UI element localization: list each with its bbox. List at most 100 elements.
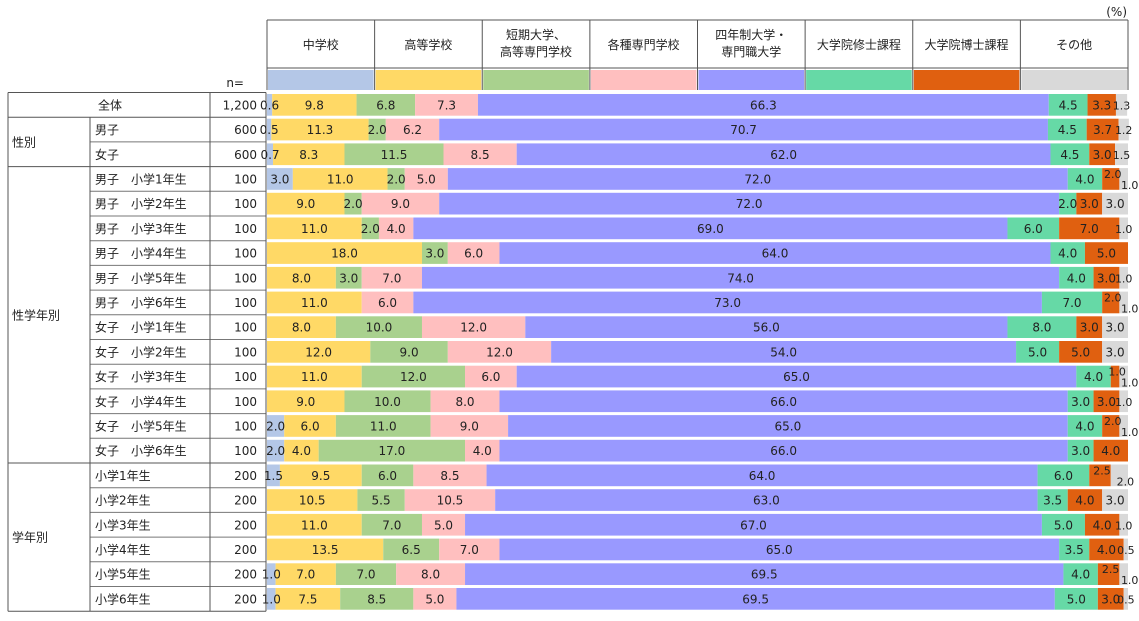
bar-segment [370, 341, 448, 363]
bar-segment [267, 266, 336, 289]
bar-value-label: 1.0 [1121, 377, 1139, 390]
bar-segment [1059, 217, 1120, 240]
bar-segment [344, 192, 362, 215]
row-n: 100 [234, 370, 257, 384]
bar-value-label: 3.0 [339, 271, 358, 285]
bar-value-label: 1.0 [1115, 519, 1133, 532]
bar-segment [267, 118, 272, 141]
bar-value-label: 11.0 [301, 222, 328, 236]
bar-value-label: 69.5 [751, 568, 778, 582]
bar-segment [1102, 168, 1120, 190]
unit-label: (%) [1106, 5, 1127, 19]
bar-segment [1102, 316, 1128, 338]
bar-value-label: 54.0 [770, 345, 797, 359]
bar-value-label: 3.0 [1106, 321, 1125, 335]
bar-value-label: 3.7 [1093, 123, 1112, 137]
bar-segment [1102, 415, 1120, 437]
bar-value-label: 1.0 [1108, 366, 1126, 379]
bar-segment [1007, 316, 1077, 338]
legend-label: 各種専門学校 [608, 37, 680, 52]
bar-value-label: 6.0 [378, 469, 397, 483]
bar-segment [267, 291, 362, 314]
bar-segment [447, 168, 1068, 190]
bar-segment [1102, 192, 1128, 215]
bar-value-label: 3.0 [425, 247, 444, 261]
bar-segment [1110, 365, 1120, 388]
row-n: 200 [234, 543, 257, 557]
bar-segment [525, 316, 1008, 338]
bar-segment [1037, 489, 1068, 511]
row-n: 600 [234, 148, 257, 162]
row-n: 100 [234, 296, 257, 310]
bar-segment [1119, 266, 1128, 289]
bar-segment [1086, 118, 1119, 141]
row-n: 100 [234, 419, 257, 433]
bar-segment [465, 439, 500, 462]
bar-segment [267, 242, 422, 264]
bar-value-label: 9.8 [305, 98, 324, 112]
bar-value-label: 8.5 [367, 592, 386, 606]
legend-label: 専門職大学 [721, 44, 781, 59]
bar-segment [1089, 538, 1124, 561]
bar-value-label: 1.0 [1115, 223, 1133, 236]
bar-segment [356, 94, 416, 116]
bar-value-label: 2.5 [1093, 464, 1111, 477]
bar-segment [267, 192, 345, 215]
bar-segment [267, 489, 358, 511]
bar-segment [361, 217, 379, 240]
bar-value-label: 7.0 [460, 543, 479, 557]
bar-value-label: 64.0 [762, 247, 789, 261]
bar-segment [267, 439, 285, 462]
row-label: 小学3年生 [95, 517, 151, 532]
row-label: 女子 [95, 147, 119, 162]
bar-segment [361, 291, 414, 314]
row-n: 100 [234, 197, 257, 211]
row-n: 100 [234, 247, 257, 261]
bar-value-label: 11.0 [301, 518, 328, 532]
bar-segment [465, 365, 517, 388]
legend-swatch [913, 70, 1020, 90]
bar-value-label: 3.0 [1106, 345, 1125, 359]
row-label: 女子 小学3年生 [95, 369, 187, 384]
bar-segment [516, 143, 1051, 166]
bar-segment [1089, 464, 1111, 487]
bar-value-label: 72.0 [744, 172, 771, 186]
bar-value-label: 1.0 [1115, 396, 1133, 409]
bar-segment [551, 341, 1017, 363]
bar-value-label: 1.0 [262, 592, 281, 606]
row-label: 男子 小学1年生 [95, 171, 187, 186]
legend-label: 大学院博士課程 [925, 37, 1009, 52]
bar-segment [335, 415, 431, 437]
bar-segment [1016, 341, 1060, 363]
bar-value-label: 3.5 [1065, 543, 1084, 557]
bar-segment [421, 316, 526, 338]
bar-segment [267, 168, 293, 190]
legend-swatch [1021, 70, 1127, 90]
bar-segment [495, 489, 1038, 511]
bar-segment [272, 94, 357, 116]
bar-segment [1007, 217, 1060, 240]
legend-label: 大学院修士課程 [817, 37, 901, 52]
bar-value-label: 5.0 [1054, 518, 1073, 532]
bar-segment [1054, 588, 1098, 610]
bar-value-label: 3.5 [1043, 494, 1062, 508]
bar-value-label: 6.0 [1054, 469, 1073, 483]
bar-segment [267, 143, 274, 166]
bar-segment [271, 118, 369, 141]
bar-value-label: 1.0 [1121, 426, 1139, 439]
bar-value-label: 2.0 [1104, 291, 1122, 304]
bar-value-label: 4.5 [1060, 148, 1079, 162]
bar-value-label: 3.3 [1092, 98, 1111, 112]
bar-value-label: 10.0 [374, 395, 401, 409]
bar-segment [1115, 94, 1128, 116]
bar-segment [1067, 439, 1094, 462]
bar-segment [361, 365, 466, 388]
row-label: 小学4年生 [95, 542, 151, 557]
bar-value-label: 1.3 [1113, 99, 1131, 112]
bar-segment [1059, 266, 1094, 289]
bar-value-label: 3.0 [1071, 444, 1090, 458]
bar-segment [447, 242, 500, 264]
bar-segment [344, 143, 444, 166]
legend-label: 短期大学、 [506, 27, 566, 42]
